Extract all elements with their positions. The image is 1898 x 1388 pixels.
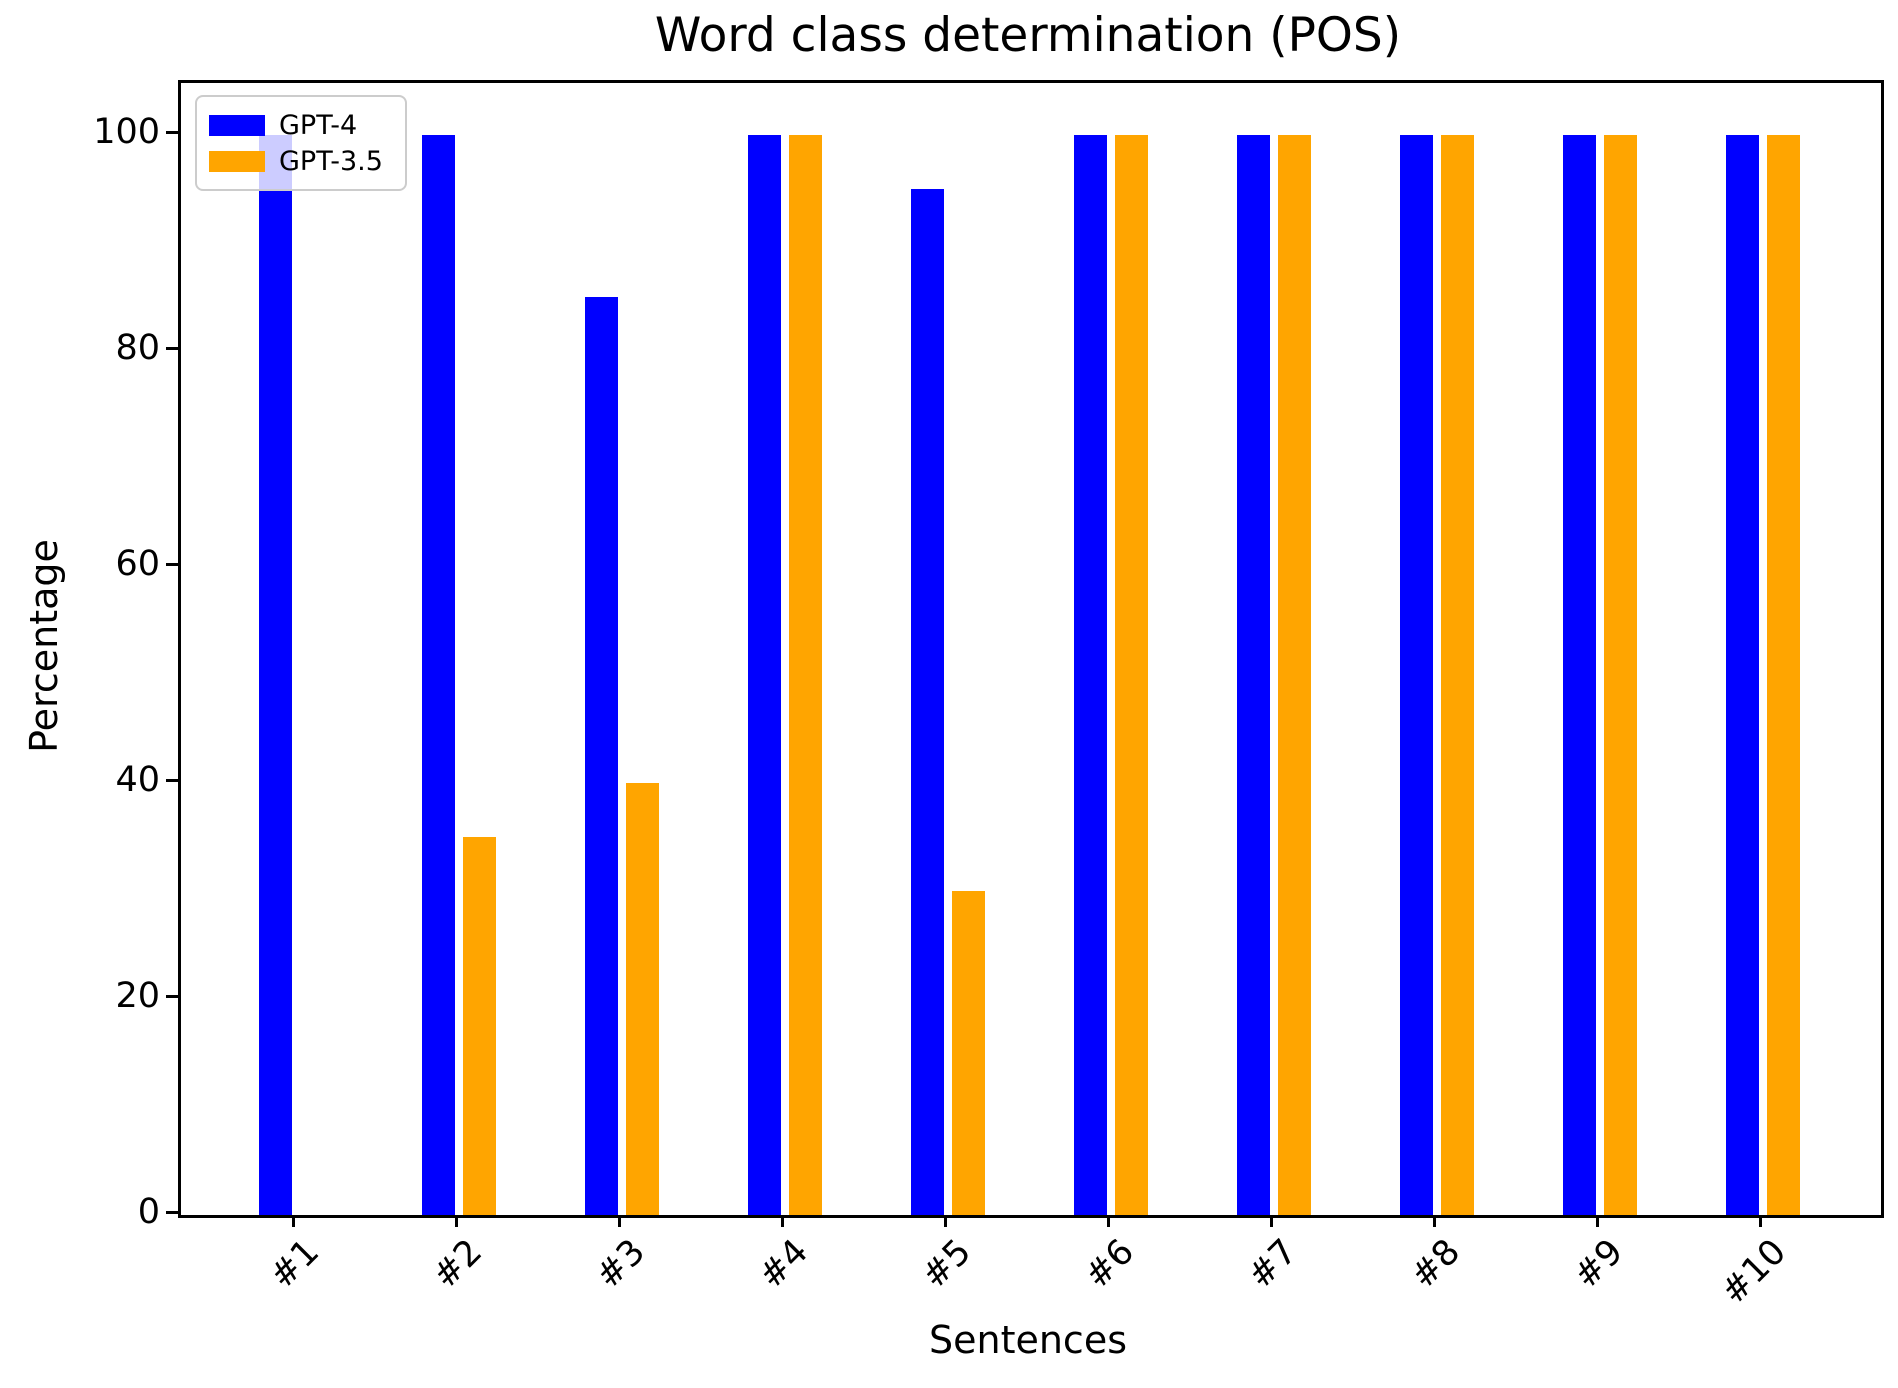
x-tick-mark-4 bbox=[781, 1215, 784, 1227]
x-tick-label-3: #3 bbox=[588, 1231, 654, 1297]
bar-gpt3.5-7 bbox=[1278, 135, 1311, 1215]
x-tick-label-10: #10 bbox=[1713, 1231, 1795, 1313]
bar-gpt3.5-5 bbox=[952, 891, 985, 1215]
legend-swatch-gpt4 bbox=[209, 114, 265, 136]
bar-gpt3.5-6 bbox=[1115, 135, 1148, 1215]
x-axis-label: Sentences bbox=[928, 1318, 1127, 1362]
bar-gpt4-3 bbox=[585, 297, 618, 1215]
legend-label-gpt4: GPT-4 bbox=[279, 109, 358, 141]
y-tick-label-0: 0 bbox=[137, 1192, 160, 1232]
bar-gpt3.5-4 bbox=[789, 135, 822, 1215]
bar-gpt3.5-8 bbox=[1441, 135, 1474, 1215]
x-tick-mark-6 bbox=[1107, 1215, 1110, 1227]
y-tick-mark-20 bbox=[166, 995, 178, 998]
y-tick-mark-80 bbox=[166, 347, 178, 350]
bar-gpt4-10 bbox=[1726, 135, 1759, 1215]
plot-area: GPT-4 GPT-3.5 bbox=[178, 80, 1884, 1218]
bar-gpt4-1 bbox=[259, 135, 292, 1215]
bar-gpt3.5-2 bbox=[463, 837, 496, 1215]
y-tick-label-100: 100 bbox=[93, 112, 160, 152]
x-tick-mark-7 bbox=[1270, 1215, 1273, 1227]
x-tick-label-7: #7 bbox=[1240, 1231, 1306, 1297]
chart-title: Word class determination (POS) bbox=[654, 8, 1402, 63]
x-tick-label-6: #6 bbox=[1077, 1231, 1143, 1297]
y-tick-label-20: 20 bbox=[115, 976, 160, 1016]
legend-item-gpt4: GPT-4 bbox=[209, 107, 383, 143]
legend-item-gpt35: GPT-3.5 bbox=[209, 143, 383, 179]
bar-gpt4-2 bbox=[422, 135, 455, 1215]
x-tick-mark-1 bbox=[292, 1215, 295, 1227]
bar-gpt3.5-10 bbox=[1767, 135, 1800, 1215]
x-tick-label-4: #4 bbox=[751, 1231, 817, 1297]
legend-swatch-gpt35 bbox=[209, 150, 265, 172]
y-tick-mark-60 bbox=[166, 563, 178, 566]
legend: GPT-4 GPT-3.5 bbox=[195, 95, 407, 191]
bar-gpt4-9 bbox=[1563, 135, 1596, 1215]
x-tick-mark-2 bbox=[455, 1215, 458, 1227]
x-tick-mark-3 bbox=[618, 1215, 621, 1227]
bar-gpt4-8 bbox=[1400, 135, 1433, 1215]
x-tick-label-9: #9 bbox=[1566, 1231, 1632, 1297]
bar-gpt3.5-9 bbox=[1604, 135, 1637, 1215]
y-tick-mark-100 bbox=[166, 131, 178, 134]
x-tick-label-2: #2 bbox=[425, 1231, 491, 1297]
bar-gpt4-4 bbox=[748, 135, 781, 1215]
x-tick-mark-10 bbox=[1759, 1215, 1762, 1227]
y-tick-label-40: 40 bbox=[115, 760, 160, 800]
x-tick-label-1: #1 bbox=[262, 1231, 328, 1297]
x-tick-label-8: #8 bbox=[1403, 1231, 1469, 1297]
bar-gpt4-7 bbox=[1237, 135, 1270, 1215]
x-tick-mark-9 bbox=[1596, 1215, 1599, 1227]
y-tick-label-80: 80 bbox=[115, 328, 160, 368]
y-tick-label-60: 60 bbox=[115, 544, 160, 584]
bar-gpt3.5-3 bbox=[626, 783, 659, 1215]
x-tick-mark-8 bbox=[1433, 1215, 1436, 1227]
x-tick-label-5: #5 bbox=[914, 1231, 980, 1297]
bar-gpt4-5 bbox=[911, 189, 944, 1215]
y-tick-mark-40 bbox=[166, 779, 178, 782]
legend-label-gpt35: GPT-3.5 bbox=[279, 145, 383, 177]
x-tick-mark-5 bbox=[944, 1215, 947, 1227]
bar-gpt4-6 bbox=[1074, 135, 1107, 1215]
y-tick-mark-0 bbox=[166, 1211, 178, 1214]
